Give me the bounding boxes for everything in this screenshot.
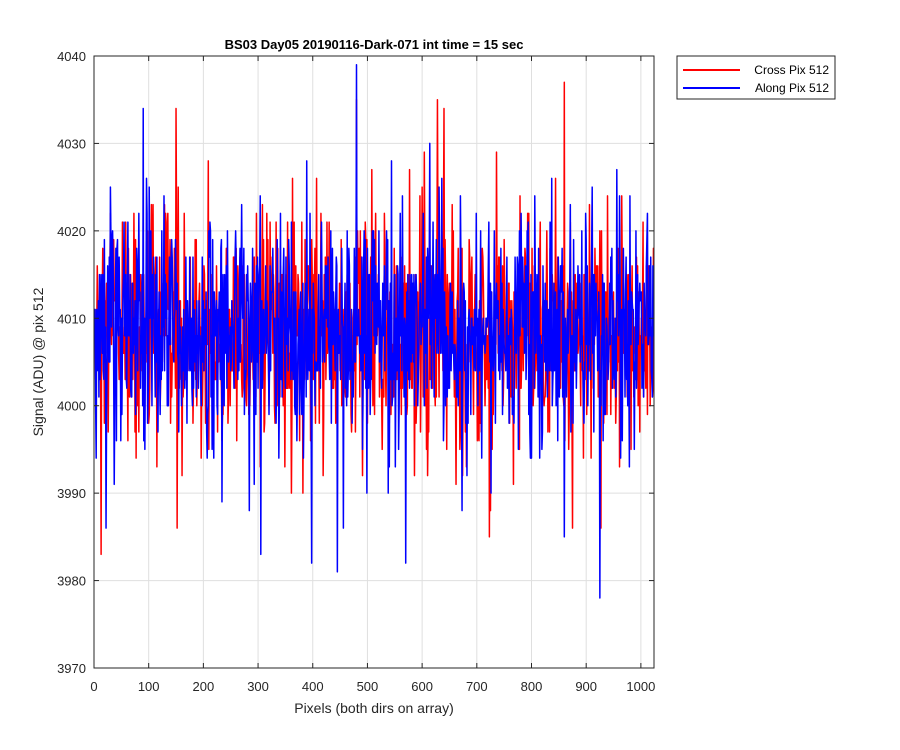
y-axis-ticks: 3970 3980 3990 4000 4010 4020 4030 4040 <box>57 49 654 676</box>
y-tick-label: 3970 <box>57 661 86 676</box>
x-tick-label: 1000 <box>626 679 655 694</box>
x-tick-label: 900 <box>575 679 597 694</box>
legend-label-cross: Cross Pix 512 <box>754 63 829 77</box>
x-tick-label: 200 <box>193 679 215 694</box>
chart-title: BS03 Day05 20190116-Dark-071 int time = … <box>225 37 524 52</box>
y-tick-label: 4040 <box>57 49 86 64</box>
legend-box <box>676 55 836 100</box>
y-tick-label: 3980 <box>57 574 86 589</box>
x-tick-label: 300 <box>247 679 269 694</box>
x-tick-label: 800 <box>521 679 543 694</box>
y-tick-label: 4020 <box>57 224 86 239</box>
x-tick-label: 500 <box>357 679 379 694</box>
y-tick-label: 3990 <box>57 486 86 501</box>
x-tick-label: 700 <box>466 679 488 694</box>
y-tick-label: 4000 <box>57 399 86 414</box>
x-tick-label: 600 <box>411 679 433 694</box>
x-axis-ticks: 0 100 200 300 400 500 600 700 800 900 1000 <box>90 56 655 694</box>
legend: Cross Pix 512 Along Pix 512 <box>676 55 836 100</box>
y-axis-label: Signal (ADU) @ pix 512 <box>30 287 46 436</box>
x-axis-label: Pixels (both dirs on array) <box>294 700 454 716</box>
x-tick-label: 400 <box>302 679 324 694</box>
series-line-1 <box>94 63 654 599</box>
y-tick-label: 4010 <box>57 311 86 326</box>
y-tick-label: 4030 <box>57 136 86 151</box>
x-tick-label: 0 <box>90 679 97 694</box>
axes-box <box>93 55 655 669</box>
x-tick-label: 100 <box>138 679 160 694</box>
series-layer <box>94 63 654 599</box>
legend-label-along: Along Pix 512 <box>755 81 829 95</box>
